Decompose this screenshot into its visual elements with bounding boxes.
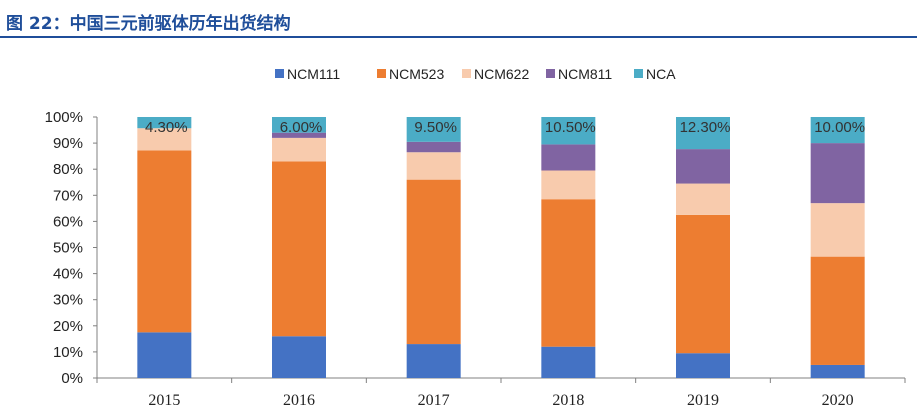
bar-segment-ncm111-2020 <box>810 364 865 378</box>
y-tick-label: 0% <box>61 370 83 387</box>
legend-label-nca: NCA <box>646 66 676 82</box>
data-label-nca-2016: 6.00% <box>280 119 323 136</box>
legend-swatch-ncm523 <box>377 69 386 78</box>
x-tick-label: 2017 <box>418 392 450 409</box>
y-tick-label: 70% <box>53 187 83 204</box>
bar-segment-ncm111-2016 <box>272 336 326 378</box>
bar-segment-ncm111-2018 <box>541 346 596 378</box>
y-tick-label: 30% <box>53 292 83 309</box>
bar-segment-ncm622-2019 <box>676 183 730 215</box>
bar-segment-ncm622-2020 <box>810 203 865 257</box>
y-tick-label: 90% <box>53 135 83 152</box>
bar-segment-ncm811-2020 <box>810 143 865 204</box>
bar-segment-ncm111-2015 <box>137 332 192 378</box>
legend-label-ncm111: NCM111 <box>287 66 340 82</box>
x-tick-label: 2016 <box>283 392 315 409</box>
bar-segment-nca-2018 <box>541 117 596 145</box>
title-bar: 图 22：中国三元前驱体历年出货结构 <box>0 0 917 40</box>
bar-segment-ncm622-2015 <box>137 128 192 151</box>
y-tick-label: 40% <box>53 266 83 283</box>
legend: NCM111 NCM523 NCM622 NCM811 NCA <box>275 66 676 82</box>
bar-segment-ncm811-2016 <box>272 132 326 138</box>
data-labels: 4.30% 6.00% 9.50% 10.50% 12.30% 10.00% <box>145 119 865 136</box>
title-divider <box>0 36 917 38</box>
data-label-nca-2017: 9.50% <box>414 119 457 136</box>
axes: 0% 10% 20% 30% 40% 50% 60% 70% 80% 90% 100% 2015 201… <box>45 109 906 409</box>
bar-segment-ncm523-2016 <box>272 161 326 337</box>
bar-segment-ncm811-2019 <box>676 149 730 184</box>
legend-swatch-nca <box>634 69 643 78</box>
y-tick-label: 60% <box>53 213 83 230</box>
bar-segment-ncm111-2017 <box>406 344 461 378</box>
y-tick-label: 100% <box>45 109 83 126</box>
bar-segment-nca-2015 <box>137 117 192 129</box>
legend-swatch-ncm811 <box>546 69 555 78</box>
bar-segment-ncm523-2018 <box>541 199 596 347</box>
chart-title: 图 22：中国三元前驱体历年出货结构 <box>6 14 291 34</box>
bar-segment-nca-2017 <box>406 117 461 142</box>
y-tick-label: 10% <box>53 344 83 361</box>
legend-label-ncm523: NCM523 <box>389 66 444 82</box>
bars <box>137 117 865 378</box>
x-tick-label: 2015 <box>148 392 180 409</box>
bar-segment-ncm622-2017 <box>406 152 461 180</box>
y-tick-label: 20% <box>53 318 83 335</box>
bar-segment-nca-2019 <box>676 117 730 150</box>
y-tick-label: 50% <box>53 240 83 257</box>
x-tick-label: 2019 <box>687 392 719 409</box>
y-tick-label: 80% <box>53 161 83 178</box>
bar-segment-ncm523-2015 <box>137 150 192 333</box>
legend-label-ncm622: NCM622 <box>474 66 529 82</box>
legend-swatch-ncm622 <box>462 69 471 78</box>
bar-segment-ncm523-2020 <box>810 256 865 365</box>
bar-segment-nca-2016 <box>272 117 326 133</box>
bar-segment-ncm523-2017 <box>406 179 461 345</box>
data-label-nca-2015: 4.30% <box>145 119 188 136</box>
data-label-nca-2018: 10.50% <box>545 119 596 136</box>
legend-swatch-ncm111 <box>275 69 284 78</box>
x-tick-label: 2020 <box>822 392 854 409</box>
bar-segment-ncm811-2018 <box>541 144 596 171</box>
bar-segment-ncm523-2019 <box>676 214 730 354</box>
bar-segment-ncm622-2018 <box>541 170 596 200</box>
bar-segment-nca-2020 <box>810 117 865 144</box>
bar-segment-ncm811-2017 <box>406 141 461 153</box>
legend-label-ncm811: NCM811 <box>558 66 612 82</box>
data-label-nca-2019: 12.30% <box>680 119 731 136</box>
data-label-nca-2020: 10.00% <box>814 119 865 136</box>
bar-segment-ncm622-2016 <box>272 137 326 162</box>
x-tick-label: 2018 <box>552 392 584 409</box>
bar-segment-ncm111-2019 <box>676 353 730 378</box>
